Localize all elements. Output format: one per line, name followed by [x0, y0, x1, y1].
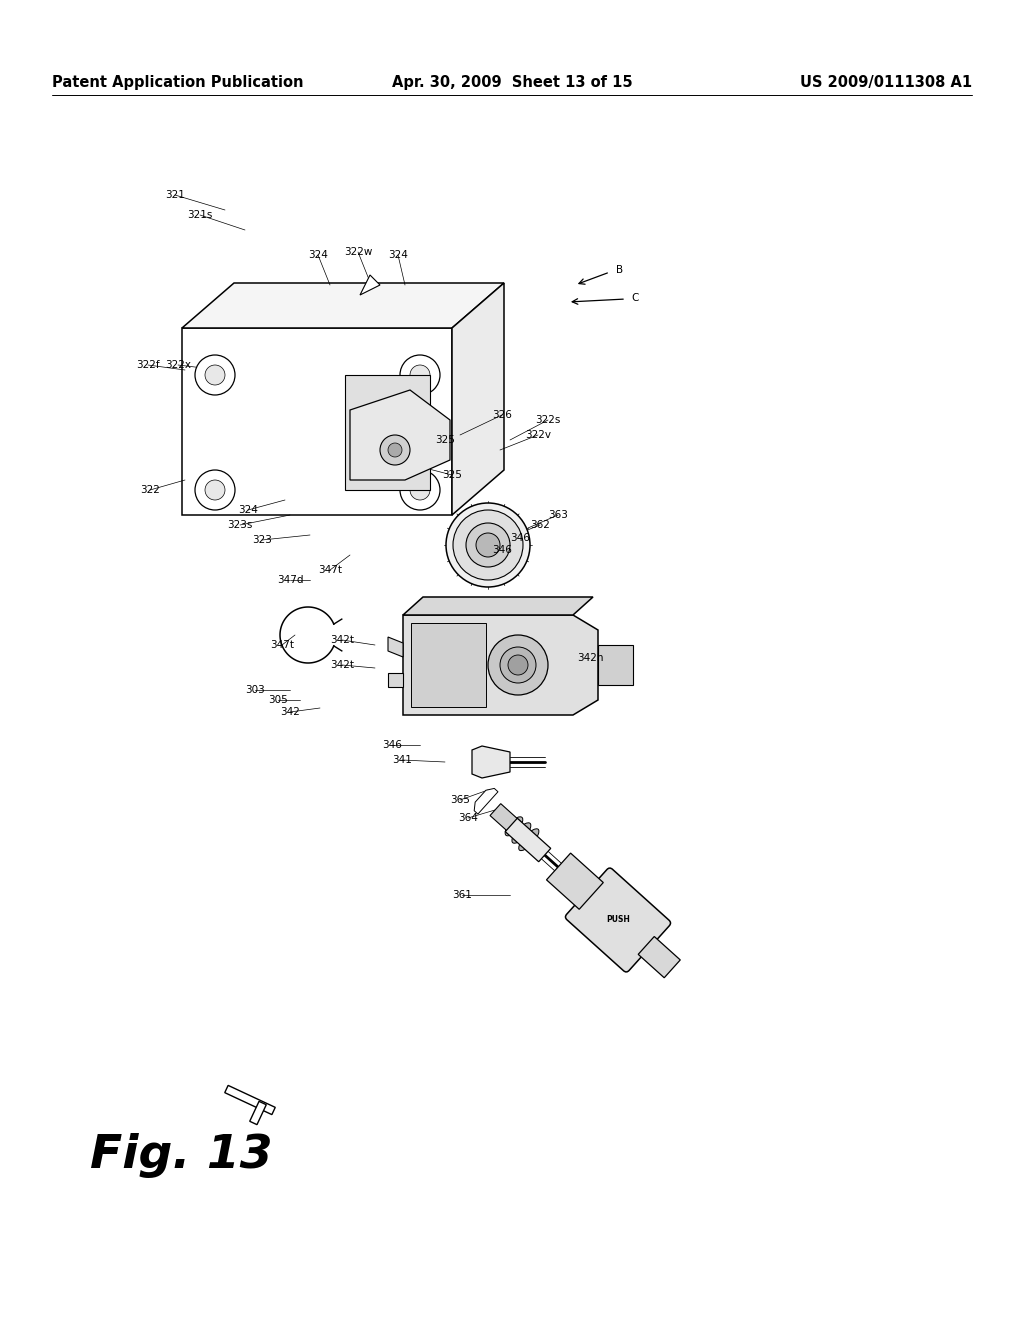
- Text: 342h: 342h: [577, 653, 603, 663]
- Text: 322f: 322f: [136, 360, 160, 370]
- Text: 347d: 347d: [276, 576, 303, 585]
- Bar: [224, 1085, 275, 1114]
- Text: B: B: [616, 265, 624, 275]
- Text: 322: 322: [140, 484, 160, 495]
- Polygon shape: [472, 746, 510, 777]
- Ellipse shape: [505, 817, 523, 836]
- Text: Fig. 13: Fig. 13: [90, 1133, 272, 1177]
- Circle shape: [400, 355, 440, 395]
- Polygon shape: [388, 638, 403, 657]
- Ellipse shape: [512, 822, 530, 843]
- Text: 305: 305: [268, 696, 288, 705]
- Polygon shape: [388, 673, 403, 686]
- Text: 364: 364: [458, 813, 478, 822]
- Bar: [638, 936, 680, 978]
- Text: 324: 324: [388, 249, 408, 260]
- Circle shape: [410, 366, 430, 385]
- Polygon shape: [403, 597, 593, 615]
- Polygon shape: [474, 788, 498, 814]
- Text: 346: 346: [382, 741, 402, 750]
- Text: Patent Application Publication: Patent Application Publication: [52, 75, 303, 91]
- Circle shape: [508, 655, 528, 675]
- Circle shape: [388, 444, 402, 457]
- Text: 324: 324: [238, 506, 258, 515]
- Text: 323s: 323s: [227, 520, 253, 531]
- Ellipse shape: [519, 829, 539, 850]
- Text: 361: 361: [452, 890, 472, 900]
- Text: 322w: 322w: [344, 247, 372, 257]
- Circle shape: [488, 635, 548, 696]
- Bar: [250, 1101, 266, 1125]
- Circle shape: [205, 366, 225, 385]
- Text: 322s: 322s: [536, 414, 561, 425]
- Text: 362: 362: [530, 520, 550, 531]
- Text: US 2009/0111308 A1: US 2009/0111308 A1: [800, 75, 972, 91]
- Bar: [505, 818, 551, 862]
- Circle shape: [453, 510, 523, 579]
- Text: PUSH: PUSH: [606, 916, 630, 924]
- Polygon shape: [598, 645, 633, 685]
- Bar: [411, 623, 486, 708]
- Circle shape: [410, 480, 430, 500]
- Bar: [547, 853, 603, 909]
- Polygon shape: [182, 282, 504, 327]
- Text: 326: 326: [493, 411, 512, 420]
- Text: 322x: 322x: [165, 360, 191, 370]
- Polygon shape: [345, 375, 430, 490]
- Text: 347t: 347t: [270, 640, 294, 649]
- Polygon shape: [452, 282, 504, 515]
- Circle shape: [205, 480, 225, 500]
- Text: 342t: 342t: [330, 660, 354, 671]
- Circle shape: [400, 470, 440, 510]
- Text: 321: 321: [165, 190, 185, 201]
- Text: 347t: 347t: [318, 565, 342, 576]
- Circle shape: [476, 533, 500, 557]
- Polygon shape: [360, 275, 380, 294]
- Circle shape: [195, 470, 234, 510]
- Text: 342t: 342t: [330, 635, 354, 645]
- Circle shape: [500, 647, 536, 682]
- Polygon shape: [350, 389, 450, 480]
- Text: 346: 346: [510, 533, 530, 543]
- Text: 321s: 321s: [187, 210, 213, 220]
- Text: Apr. 30, 2009  Sheet 13 of 15: Apr. 30, 2009 Sheet 13 of 15: [392, 75, 632, 91]
- Text: 322v: 322v: [525, 430, 551, 440]
- Text: 324: 324: [308, 249, 328, 260]
- Circle shape: [380, 436, 410, 465]
- Circle shape: [466, 523, 510, 568]
- Bar: [490, 804, 521, 834]
- Text: C: C: [632, 293, 639, 304]
- Polygon shape: [403, 615, 598, 715]
- FancyBboxPatch shape: [565, 869, 671, 972]
- Text: 303: 303: [245, 685, 265, 696]
- Text: 341: 341: [392, 755, 412, 766]
- Polygon shape: [182, 327, 452, 515]
- Text: 363: 363: [548, 510, 568, 520]
- Text: 365: 365: [451, 795, 470, 805]
- Circle shape: [446, 503, 530, 587]
- Text: 342: 342: [280, 708, 300, 717]
- Text: 346: 346: [493, 545, 512, 554]
- Text: 323: 323: [252, 535, 272, 545]
- Text: 325: 325: [442, 470, 462, 480]
- Text: 325: 325: [435, 436, 455, 445]
- Circle shape: [195, 355, 234, 395]
